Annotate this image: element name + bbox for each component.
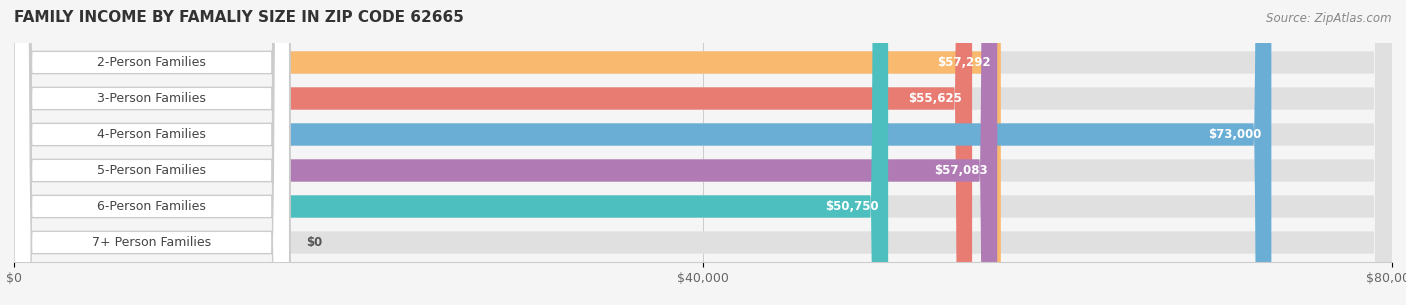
FancyBboxPatch shape bbox=[14, 0, 997, 305]
Text: 5-Person Families: 5-Person Families bbox=[97, 164, 207, 177]
Text: 7+ Person Families: 7+ Person Families bbox=[93, 236, 211, 249]
Text: 6-Person Families: 6-Person Families bbox=[97, 200, 207, 213]
FancyBboxPatch shape bbox=[14, 0, 972, 305]
FancyBboxPatch shape bbox=[14, 0, 290, 305]
FancyBboxPatch shape bbox=[14, 0, 1392, 305]
FancyBboxPatch shape bbox=[14, 0, 1392, 305]
Text: $55,625: $55,625 bbox=[908, 92, 963, 105]
Text: FAMILY INCOME BY FAMALIY SIZE IN ZIP CODE 62665: FAMILY INCOME BY FAMALIY SIZE IN ZIP COD… bbox=[14, 10, 464, 25]
Text: $50,750: $50,750 bbox=[825, 200, 879, 213]
FancyBboxPatch shape bbox=[14, 0, 1392, 305]
FancyBboxPatch shape bbox=[14, 0, 1001, 305]
FancyBboxPatch shape bbox=[14, 0, 1392, 305]
FancyBboxPatch shape bbox=[14, 0, 290, 305]
FancyBboxPatch shape bbox=[14, 0, 1392, 305]
FancyBboxPatch shape bbox=[14, 0, 889, 305]
FancyBboxPatch shape bbox=[14, 0, 1392, 305]
FancyBboxPatch shape bbox=[14, 0, 290, 305]
Text: 3-Person Families: 3-Person Families bbox=[97, 92, 207, 105]
Text: $57,083: $57,083 bbox=[934, 164, 987, 177]
Text: $73,000: $73,000 bbox=[1208, 128, 1261, 141]
Text: 2-Person Families: 2-Person Families bbox=[97, 56, 207, 69]
FancyBboxPatch shape bbox=[14, 0, 1271, 305]
FancyBboxPatch shape bbox=[14, 0, 290, 305]
Text: $0: $0 bbox=[307, 236, 322, 249]
Text: 4-Person Families: 4-Person Families bbox=[97, 128, 207, 141]
Text: $57,292: $57,292 bbox=[938, 56, 991, 69]
Text: Source: ZipAtlas.com: Source: ZipAtlas.com bbox=[1267, 12, 1392, 25]
FancyBboxPatch shape bbox=[14, 0, 290, 305]
FancyBboxPatch shape bbox=[14, 0, 290, 305]
